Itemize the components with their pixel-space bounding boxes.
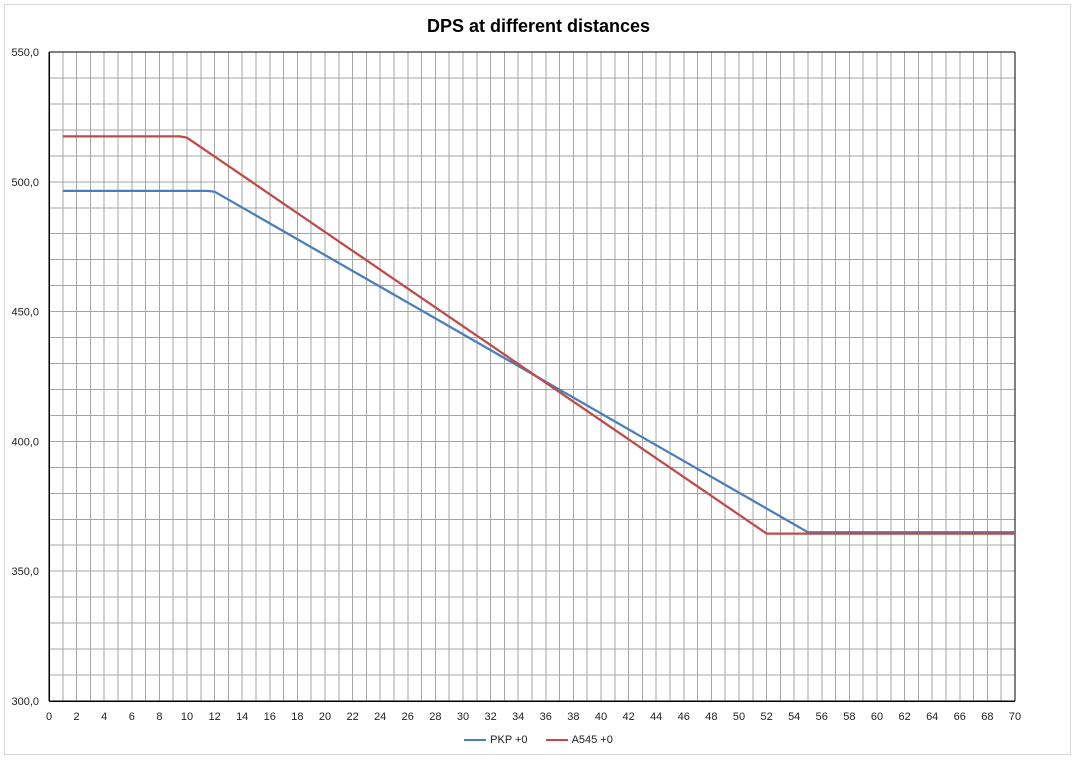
x-tick-label: 44 bbox=[650, 711, 662, 723]
x-tick-label: 28 bbox=[429, 711, 441, 723]
x-tick-label: 40 bbox=[595, 711, 607, 723]
x-tick-label: 48 bbox=[705, 711, 717, 723]
x-tick-label: 70 bbox=[1009, 711, 1021, 723]
x-tick-label: 46 bbox=[678, 711, 690, 723]
legend-swatch-pkp bbox=[464, 739, 487, 741]
x-tick-label: 32 bbox=[484, 711, 496, 723]
x-tick-label: 34 bbox=[512, 711, 524, 723]
legend-label-pkp: PKP +0 bbox=[490, 734, 528, 746]
x-tick-label: 8 bbox=[156, 711, 162, 723]
x-tick-label: 12 bbox=[208, 711, 220, 723]
x-tick-label: 26 bbox=[402, 711, 414, 723]
y-tick-label: 450,0 bbox=[11, 307, 39, 319]
x-tick-label: 54 bbox=[788, 711, 800, 723]
x-tick-label: 10 bbox=[181, 711, 193, 723]
x-tick-label: 38 bbox=[567, 711, 579, 723]
x-tick-label: 2 bbox=[74, 711, 80, 723]
x-tick-label: 68 bbox=[981, 711, 993, 723]
x-tick-label: 24 bbox=[374, 711, 386, 723]
legend-item-pkp: PKP +0 bbox=[464, 734, 528, 746]
chart-title: DPS at different distances bbox=[426, 16, 651, 36]
chart-legend: PKP +0 A545 +0 bbox=[0, 734, 1077, 746]
x-tick-label: 62 bbox=[898, 711, 910, 723]
x-tick-label: 64 bbox=[926, 711, 938, 723]
series-line-pkp bbox=[62, 189, 1015, 534]
x-tick-label: 18 bbox=[291, 711, 303, 723]
x-tick-label: 6 bbox=[129, 711, 135, 723]
x-tick-label: 22 bbox=[346, 711, 358, 723]
y-tick-label: 300,0 bbox=[11, 696, 39, 708]
legend-swatch-a545 bbox=[545, 739, 568, 741]
series-line-a545 bbox=[62, 135, 1015, 535]
x-tick-label: 30 bbox=[457, 711, 469, 723]
x-tick-label: 52 bbox=[760, 711, 772, 723]
x-tick-label: 66 bbox=[954, 711, 966, 723]
x-tick-label: 36 bbox=[540, 711, 552, 723]
x-tick-label: 20 bbox=[319, 711, 331, 723]
x-tick-label: 50 bbox=[733, 711, 745, 723]
legend-item-a545: A545 +0 bbox=[545, 734, 613, 746]
legend-label-a545: A545 +0 bbox=[571, 734, 613, 746]
x-tick-label: 4 bbox=[101, 711, 107, 723]
x-tick-label: 16 bbox=[264, 711, 276, 723]
y-tick-label: 400,0 bbox=[11, 436, 39, 448]
x-tick-label: 60 bbox=[871, 711, 883, 723]
x-tick-label: 14 bbox=[236, 711, 248, 723]
y-tick-label: 550,0 bbox=[11, 47, 39, 59]
x-tick-label: 56 bbox=[816, 711, 828, 723]
x-tick-label: 0 bbox=[46, 711, 52, 723]
y-tick-label: 350,0 bbox=[11, 566, 39, 578]
x-tick-label: 58 bbox=[843, 711, 855, 723]
x-tick-label: 42 bbox=[622, 711, 634, 723]
y-tick-label: 500,0 bbox=[11, 177, 39, 189]
